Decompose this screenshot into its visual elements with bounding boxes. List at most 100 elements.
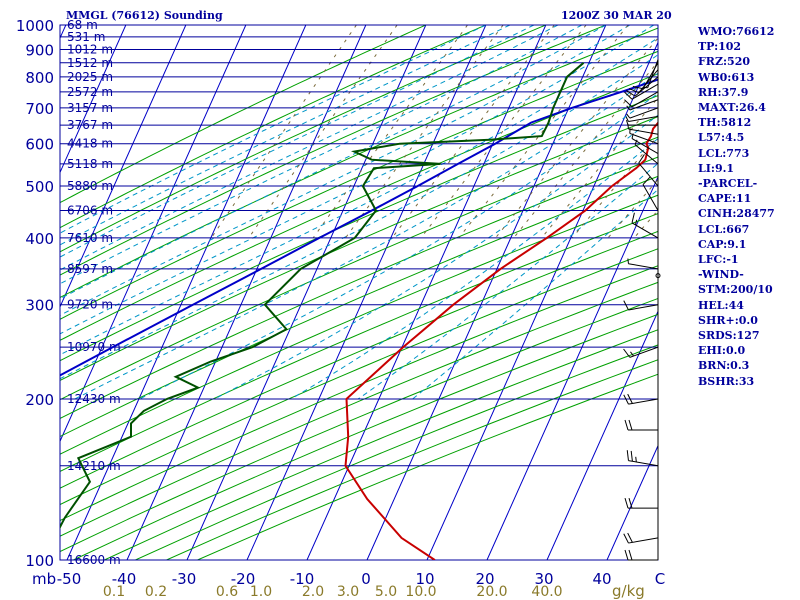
- temperature-label: -10: [290, 570, 315, 588]
- temperature-label: 40: [592, 570, 611, 588]
- dry-adiabat-line: [73, 313, 658, 560]
- mixing-ratio-label: 1.0: [250, 584, 272, 600]
- wind-barb: [624, 91, 659, 108]
- mixing-ratio-line: [248, 25, 398, 239]
- wind-barb: [624, 498, 658, 509]
- index-item: CAPE:11: [698, 192, 752, 206]
- parcel-path-line: [60, 78, 658, 377]
- height-label: 8597 m: [67, 262, 113, 276]
- isotherm-line: [606, 444, 658, 560]
- dry-adiabat-line: [60, 297, 658, 553]
- wind-barb: [624, 419, 658, 431]
- pressure-label: 700: [25, 100, 54, 118]
- isotherm-line: [546, 310, 658, 560]
- moist-adiabat-line: [60, 25, 511, 246]
- moist-adiabat-line: [60, 37, 658, 356]
- index-item: -WIND-: [698, 268, 744, 282]
- moist-adiabat-line: [60, 25, 631, 316]
- pressure-label: 300: [25, 297, 54, 315]
- index-item: BRN:0.3: [698, 359, 750, 373]
- height-label: 12430 m: [67, 392, 121, 406]
- pressure-unit-label: mb: [32, 570, 56, 588]
- wind-barb: [624, 549, 658, 561]
- calm-wind-marker: [655, 273, 661, 279]
- height-label: 14210 m: [67, 459, 121, 473]
- wind-barb: [629, 128, 659, 145]
- dry-adiabat-line: [60, 194, 658, 455]
- dry-adiabat-line: [60, 175, 658, 438]
- isotherm-line: [60, 25, 187, 309]
- height-label: 531 m: [67, 30, 105, 44]
- height-label: 1012 m: [67, 42, 113, 56]
- wind-barb: [623, 393, 659, 405]
- station-title: MMGL (76612) Sounding: [66, 9, 223, 22]
- index-item: TH:5812: [698, 116, 752, 130]
- mixing-ratio-label: 0.1: [103, 584, 125, 600]
- index-item: CINH:28477: [698, 207, 775, 221]
- isotherm-line: [66, 25, 307, 560]
- dry-adiabat-line: [60, 230, 658, 489]
- moist-adiabat-line: [60, 25, 655, 335]
- temperature-label: -30: [172, 570, 197, 588]
- wind-barb: [623, 300, 659, 311]
- wind-barb: [634, 139, 659, 165]
- isotherm-line: [186, 25, 427, 560]
- pressure-label: 100: [25, 552, 54, 570]
- dry-adiabat-line: [60, 116, 658, 382]
- pressure-label: 1000: [16, 17, 54, 35]
- dry-adiabat-line: [60, 136, 658, 401]
- mixing-ratio-label: 5.0: [375, 584, 397, 600]
- index-item: L57:4.5: [698, 131, 745, 145]
- dry-adiabat-line: [104, 329, 658, 560]
- isotherm-line: [126, 25, 367, 560]
- height-label: 2572 m: [67, 85, 113, 99]
- wind-barb: [624, 83, 659, 100]
- time-title: 1200Z 30 MAR 20: [561, 9, 672, 22]
- height-label: 3157 m: [67, 101, 113, 115]
- wind-barb: [628, 69, 659, 94]
- isotherm-line: [426, 41, 658, 560]
- mixing-ratio-line: [513, 61, 658, 239]
- temperature-label: -20: [231, 570, 256, 588]
- dry-adiabat-line: [60, 25, 428, 204]
- index-item: LCL:773: [698, 146, 750, 160]
- index-item: EHI:0.0: [698, 344, 746, 358]
- isotherm-line: [0, 25, 6, 560]
- wind-barb: [626, 76, 659, 97]
- isotherm-line: [60, 25, 247, 443]
- pressure-label: 500: [25, 178, 54, 196]
- wind-barb: [626, 450, 659, 467]
- dry-adiabat-line: [60, 73, 658, 341]
- mixing-ratio-label: 3.0: [337, 584, 359, 600]
- mixing-ratio-line: [210, 25, 357, 239]
- index-item: SHR+:0.0: [698, 313, 758, 327]
- dry-adiabat-line: [60, 248, 658, 506]
- pressure-label: 200: [25, 391, 54, 409]
- dry-adiabat-line: [60, 50, 658, 320]
- dry-adiabat-line: [60, 212, 658, 473]
- wind-barb: [626, 107, 659, 119]
- height-label: 2025 m: [67, 70, 113, 84]
- wind-barb: [642, 176, 659, 211]
- wind-barb: [623, 532, 659, 544]
- index-item: SRDS:127: [698, 329, 760, 343]
- isotherm-line: [486, 175, 658, 560]
- height-label: 6706 m: [67, 204, 113, 218]
- height-label: 7610 m: [67, 231, 113, 245]
- mixing-ratio-label: 0.6: [216, 584, 238, 600]
- pressure-label: 900: [25, 41, 54, 59]
- wind-barb: [623, 346, 659, 358]
- isotherm-line: [306, 25, 547, 560]
- wind-barb: [627, 258, 659, 270]
- temperature-label: 20: [475, 570, 494, 588]
- index-item: BSHR:33: [698, 374, 755, 388]
- wind-barb: [631, 212, 659, 239]
- temperature-label: 0: [361, 570, 371, 588]
- index-item: HEL:44: [698, 298, 744, 312]
- dry-adiabat-line: [60, 95, 658, 362]
- isotherm-line: [246, 25, 487, 560]
- index-item: RH:37.9: [698, 85, 749, 99]
- moist-adiabat-line: [214, 114, 658, 400]
- height-label: 68 m: [67, 18, 98, 32]
